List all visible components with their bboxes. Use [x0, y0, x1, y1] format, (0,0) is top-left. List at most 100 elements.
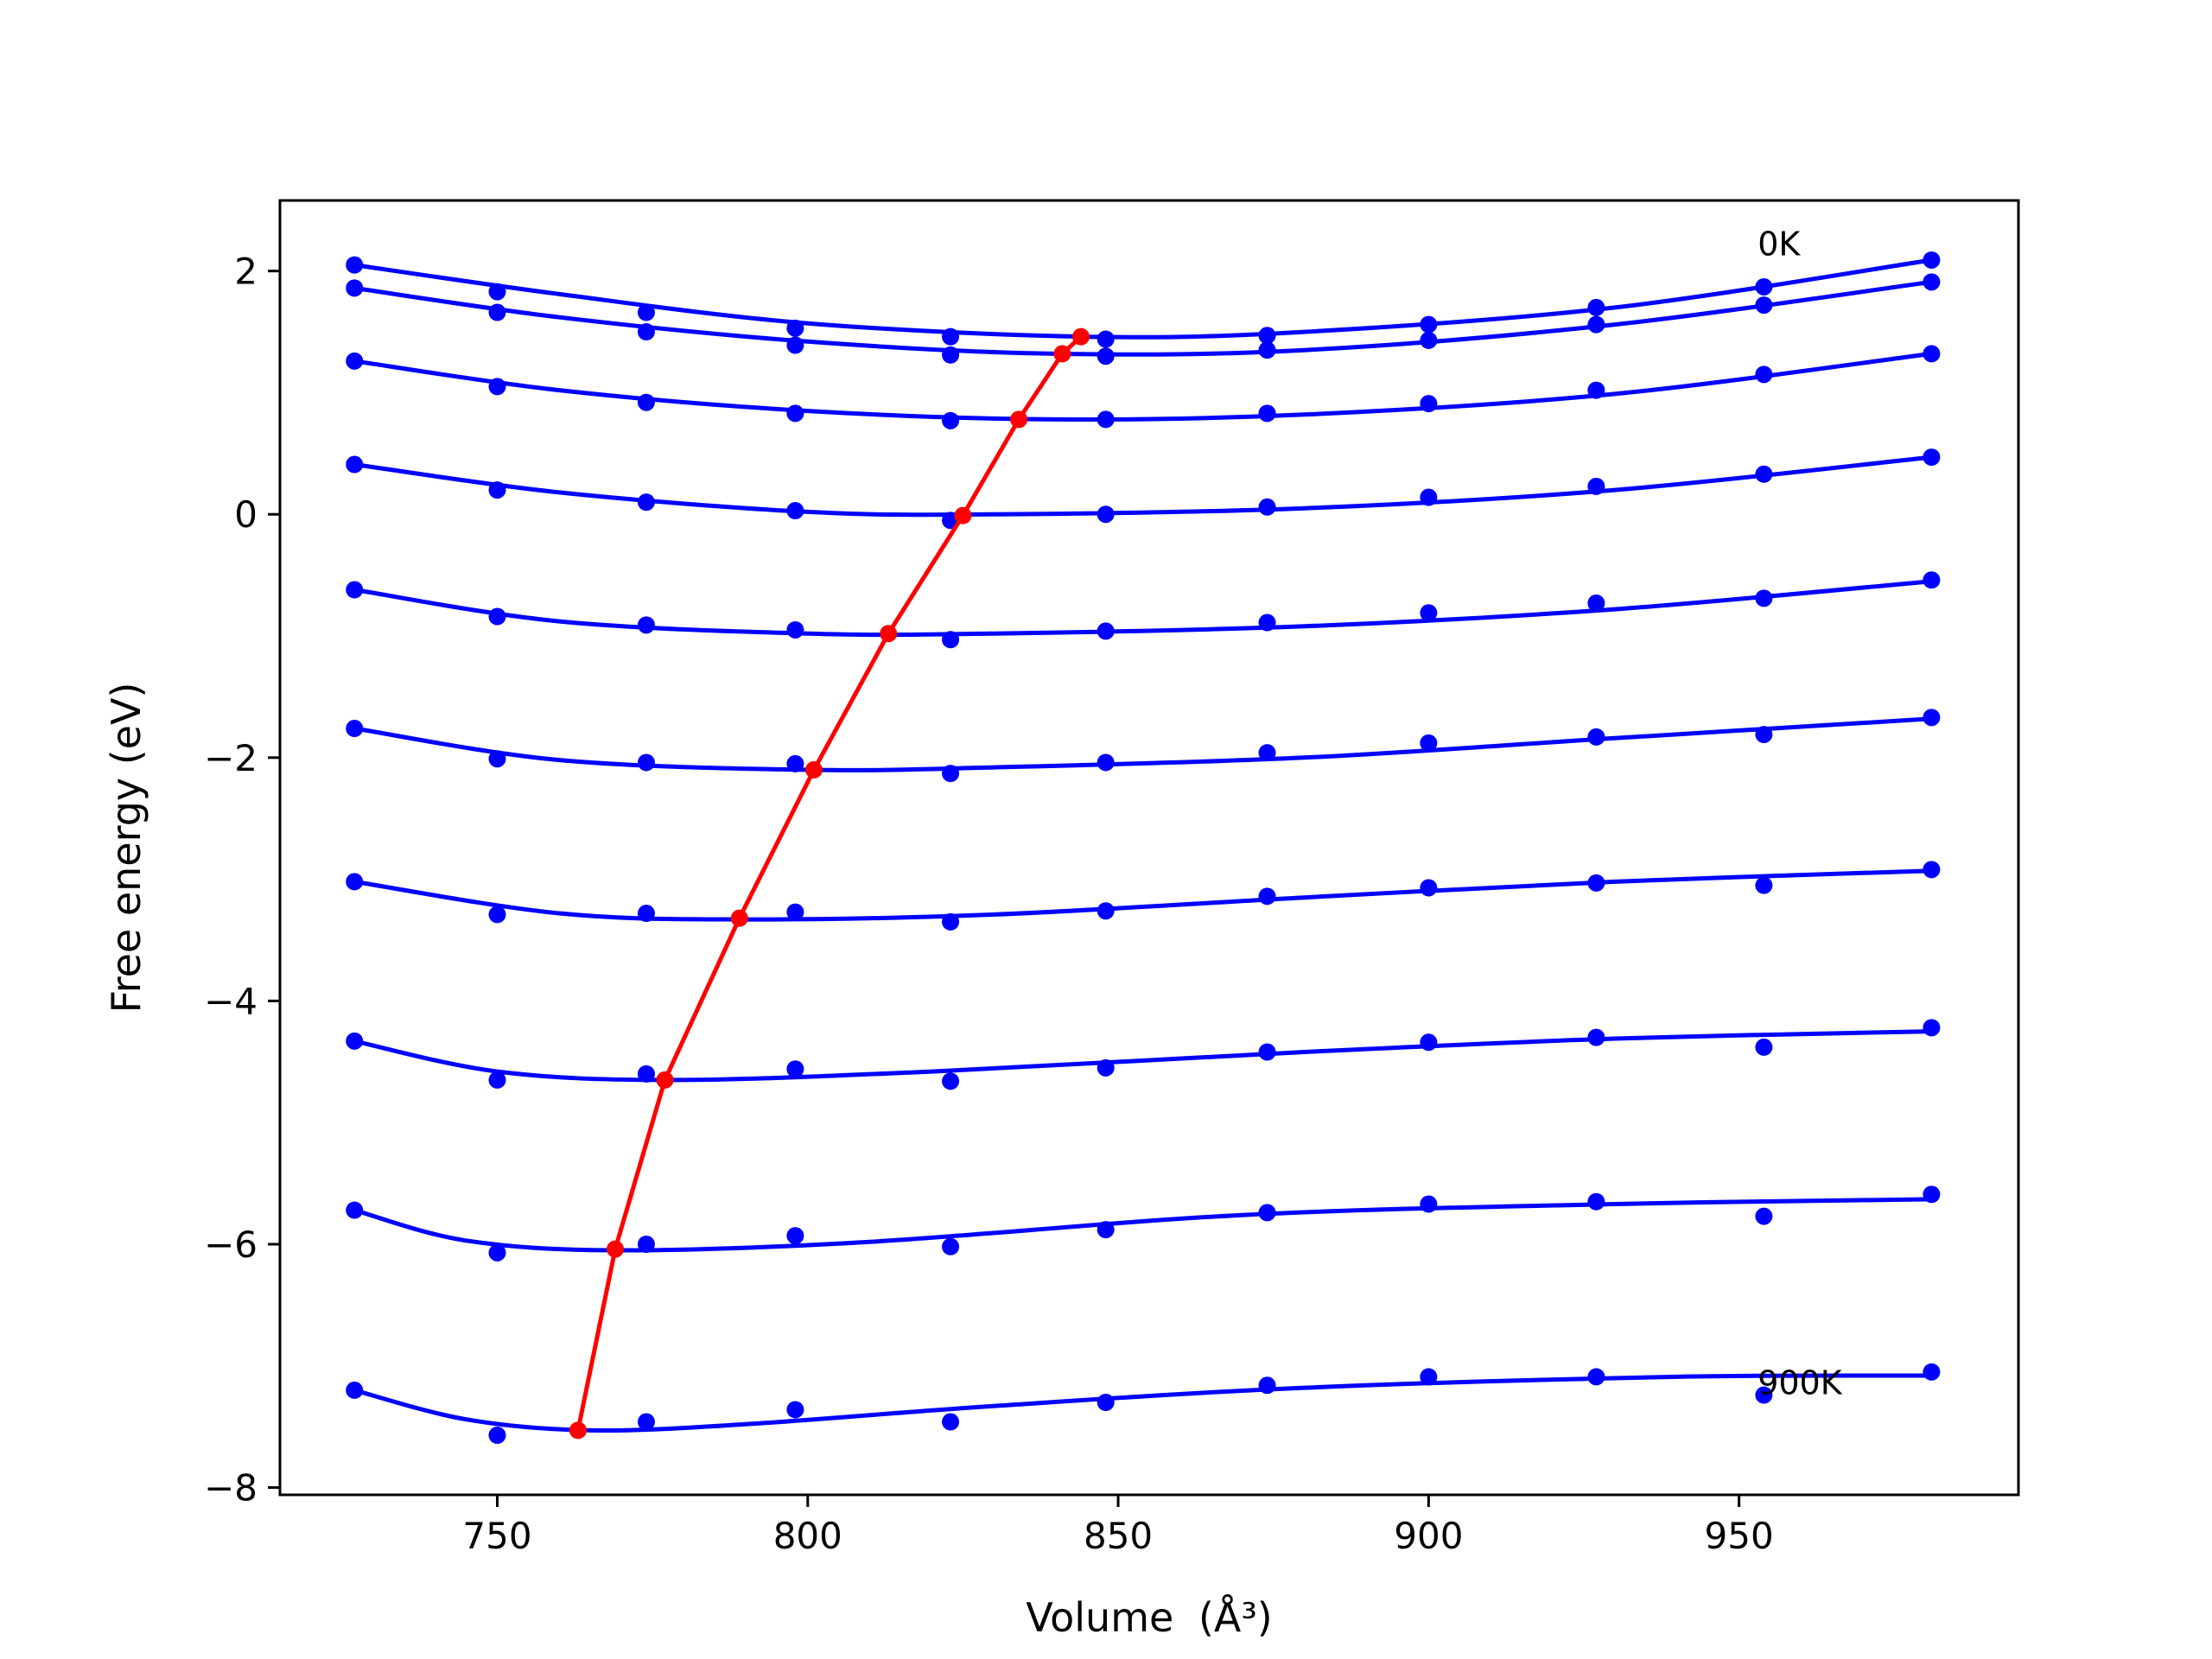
data-point	[1259, 1204, 1276, 1221]
series-6	[346, 861, 1940, 931]
series-7	[346, 1019, 1940, 1090]
x-axis-label-text: Volume	[1026, 1594, 1173, 1641]
data-point	[1097, 902, 1115, 919]
minimum-point	[607, 1241, 624, 1258]
data-point	[1923, 251, 1940, 269]
data-point	[1420, 1033, 1437, 1051]
minimum-point	[657, 1071, 674, 1089]
data-point	[786, 1401, 804, 1418]
data-point	[942, 913, 959, 931]
data-point	[786, 904, 804, 921]
minimum-point	[880, 625, 897, 642]
data-point	[1420, 316, 1437, 334]
data-point	[1420, 332, 1437, 349]
data-point	[1587, 874, 1605, 892]
data-point	[786, 621, 804, 639]
data-point	[489, 283, 506, 301]
y-tick-label: −2	[204, 737, 257, 779]
fit-curve-7	[354, 1032, 1931, 1080]
data-point	[489, 750, 506, 767]
data-point	[1587, 299, 1605, 316]
data-point	[1923, 1019, 1940, 1036]
series-5	[346, 709, 1940, 782]
data-point	[1259, 499, 1276, 516]
data-point	[1420, 734, 1437, 752]
data-point	[1755, 589, 1772, 607]
data-point	[638, 905, 655, 922]
data-point	[1259, 614, 1276, 632]
data-point	[489, 1427, 506, 1444]
data-point	[1587, 728, 1605, 746]
data-point	[786, 404, 804, 422]
fit-curve-2	[354, 353, 1931, 419]
data-point	[346, 582, 363, 599]
fit-curve-1	[354, 282, 1931, 354]
data-point	[1420, 1196, 1437, 1213]
data-point	[1587, 1193, 1605, 1211]
data-point	[346, 1202, 363, 1219]
x-tick-label: 950	[1705, 1515, 1774, 1557]
data-point	[638, 753, 655, 771]
data-point	[638, 304, 655, 321]
fit-curve-4	[354, 582, 1931, 635]
data-point	[1420, 1368, 1437, 1385]
data-point	[786, 337, 804, 354]
data-point	[638, 616, 655, 633]
data-point	[489, 1071, 506, 1089]
data-point	[786, 502, 804, 519]
data-point	[942, 412, 959, 429]
data-point	[346, 873, 363, 890]
annotations: 0K 900K	[1758, 226, 1843, 1402]
data-point	[1923, 1363, 1940, 1381]
minimum-point	[805, 761, 823, 779]
fit-curve-0	[354, 260, 1931, 337]
data-point	[489, 481, 506, 499]
minimum-point	[731, 910, 748, 927]
data-point	[786, 755, 804, 772]
data-point	[1097, 622, 1115, 639]
data-point	[346, 1033, 363, 1050]
curve-annotation: 900K	[1758, 1363, 1843, 1402]
data-point	[942, 1414, 959, 1431]
data-point	[489, 608, 506, 626]
data-point	[1097, 1059, 1115, 1077]
y-axis-label: Free energy (eV)	[103, 683, 149, 1014]
data-point	[942, 1238, 959, 1255]
data-point	[1259, 744, 1276, 761]
data-point	[1587, 478, 1605, 495]
data-point	[346, 720, 363, 737]
data-point	[489, 304, 506, 321]
series-0	[346, 251, 1940, 348]
data-point	[346, 279, 363, 296]
data-point	[1259, 404, 1276, 422]
data-point	[1923, 448, 1940, 466]
y-tick-label: −6	[204, 1224, 257, 1266]
data-point	[942, 328, 959, 346]
series-4	[346, 571, 1940, 648]
data-point	[1923, 345, 1940, 362]
data-point	[1420, 879, 1437, 896]
fit-curve-6	[354, 871, 1931, 919]
data-point	[1923, 709, 1940, 726]
data-point	[1755, 296, 1772, 314]
minimum-point	[1010, 410, 1027, 428]
data-point	[1587, 594, 1605, 612]
data-point	[1097, 347, 1115, 365]
data-point	[1259, 1044, 1276, 1061]
data-point	[1587, 1029, 1605, 1046]
data-point	[1587, 316, 1605, 334]
data-point	[1420, 489, 1437, 506]
data-point	[1755, 365, 1772, 383]
data-point	[346, 456, 363, 474]
data-point	[1923, 273, 1940, 290]
fit-curve-9	[354, 1376, 1931, 1431]
data-point	[1923, 1185, 1940, 1203]
data-point	[1097, 410, 1115, 428]
minimum-point	[569, 1421, 587, 1439]
curve-annotation: 0K	[1758, 226, 1801, 264]
data-point	[942, 346, 959, 364]
y-tick-label: −8	[204, 1467, 257, 1510]
data-point	[489, 378, 506, 395]
data-point	[1755, 1208, 1772, 1225]
